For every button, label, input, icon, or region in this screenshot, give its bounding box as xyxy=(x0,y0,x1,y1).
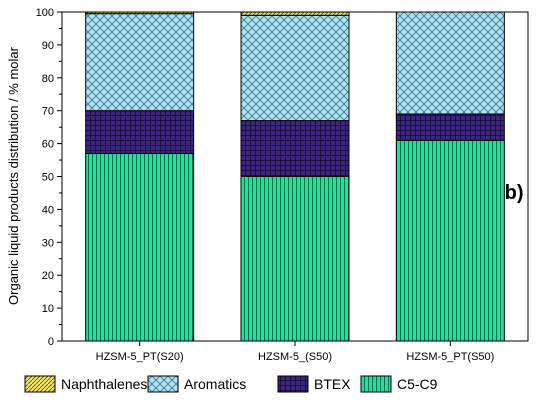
bar-segment-aromatics xyxy=(85,13,195,112)
bar-segment-aromatics xyxy=(395,11,505,115)
y-tick-label: 30 xyxy=(42,237,54,249)
y-tick-label: 0 xyxy=(48,336,54,348)
legend-label: Aromatics xyxy=(184,376,246,392)
y-tick-label: 100 xyxy=(36,7,54,19)
bar-segment-aromatics xyxy=(240,14,350,122)
bar-segment-c5-c9 xyxy=(240,176,350,342)
y-tick-label: 60 xyxy=(42,139,54,151)
legend-swatch xyxy=(277,375,309,393)
y-tick-label: 40 xyxy=(42,204,54,216)
legend: Naphthalenes Aromatics BTEX C5-C9 xyxy=(24,375,438,393)
bar-segment-naphthalenes xyxy=(85,11,195,15)
bar-segment-c5-c9 xyxy=(395,139,505,342)
y-tick-label: 50 xyxy=(42,172,54,184)
legend-swatch xyxy=(360,375,392,393)
bar-segment-btex xyxy=(85,110,195,154)
legend-label: Naphthalenes xyxy=(61,376,147,392)
y-tick-label: 70 xyxy=(42,106,54,118)
bar-segment-btex xyxy=(395,113,505,141)
bar-segment-c5-c9 xyxy=(85,152,195,342)
bar-segment-btex xyxy=(240,120,350,177)
y-tick-label: 80 xyxy=(42,73,54,85)
legend-swatch xyxy=(147,375,179,393)
x-tick-label: HZSM-5_PT(S20) xyxy=(96,351,184,363)
legend-swatch xyxy=(24,375,56,393)
x-tick-label: HZSM-5_(S50) xyxy=(258,351,332,363)
bar-segment-naphthalenes xyxy=(240,11,350,16)
x-tick-label: HZSM-5_PT(S50) xyxy=(406,351,494,363)
y-tick-label: 90 xyxy=(42,40,54,52)
legend-label: C5-C9 xyxy=(397,376,438,392)
y-tick-label: 20 xyxy=(42,270,54,282)
legend-label: BTEX xyxy=(314,376,351,392)
y-tick-label: 10 xyxy=(42,303,54,315)
plot-area: 0 10 20 30 40 50 60 70 80 90 100 HZSM-5_PT(S20) HZSM… xyxy=(36,7,529,363)
y-axis-title: Organic liquid products distribution / %… xyxy=(6,46,21,305)
